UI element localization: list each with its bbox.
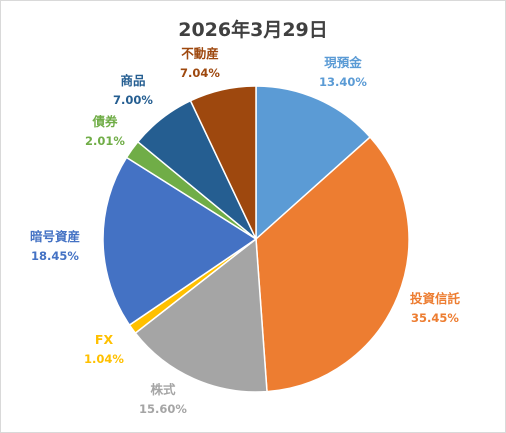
slice-percent-label: 2.01% xyxy=(85,134,125,148)
pie-slice xyxy=(255,136,410,393)
slice-category-label: 債券 xyxy=(91,114,118,129)
slice-category-label: 商品 xyxy=(120,73,145,88)
pie-slice xyxy=(255,85,372,241)
slice-category-label: 暗号資産 xyxy=(30,229,80,244)
slice-percent-label: 15.60% xyxy=(139,402,187,416)
slice-category-label: 不動産 xyxy=(181,46,219,61)
pie-slice xyxy=(189,85,257,240)
pie-slice xyxy=(134,237,268,393)
slice-category-label: 株式 xyxy=(150,382,176,397)
slice-percent-label: 1.04% xyxy=(84,352,124,366)
slice-percent-label: 18.45% xyxy=(31,249,79,263)
pie-slice xyxy=(102,156,258,327)
slice-percent-label: 7.00% xyxy=(113,93,153,107)
slice-percent-label: 7.04% xyxy=(180,66,220,80)
slice-category-label: 投資信託 xyxy=(410,291,461,306)
slice-percent-label: 35.45% xyxy=(411,311,459,325)
slice-percent-label: 13.40% xyxy=(319,75,367,89)
slice-category-label: FX xyxy=(95,332,114,347)
slice-category-label: 現預金 xyxy=(324,55,362,70)
chart-title: 2026年3月29日 xyxy=(178,19,328,41)
